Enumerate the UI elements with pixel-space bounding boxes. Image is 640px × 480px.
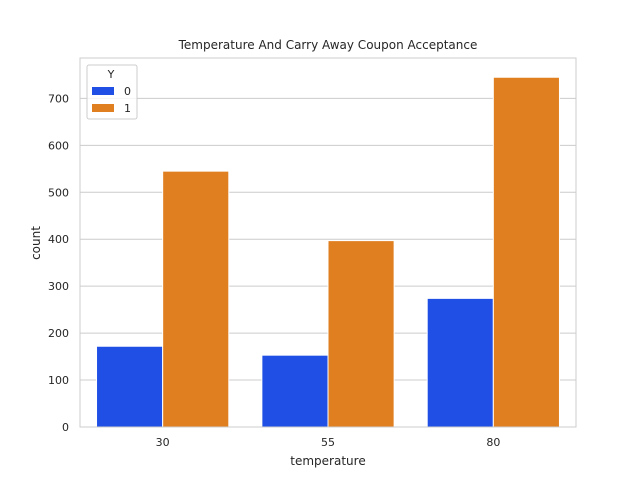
legend: Y 0 1 [86, 64, 138, 120]
bar-30-series-0 [96, 345, 164, 428]
legend-swatch-0 [92, 87, 114, 95]
y-tick-label: 300 [48, 280, 69, 293]
bars [96, 76, 560, 428]
plot-frame [79, 57, 577, 428]
bar-80-series-1 [492, 76, 560, 428]
y-tick-label: 700 [48, 92, 69, 105]
x-tick-labels: 30 55 80 [156, 436, 501, 449]
y-tick-label: 500 [48, 186, 69, 199]
y-tick-label: 200 [48, 327, 69, 340]
legend-title: Y [107, 68, 115, 81]
y-tick-label: 600 [48, 139, 69, 152]
legend-label-1: 1 [124, 102, 131, 115]
x-tick-label: 30 [156, 436, 170, 449]
x-tick-label: 55 [321, 436, 335, 449]
y-tick-label: 100 [48, 374, 69, 387]
chart-title: Temperature And Carry Away Coupon Accept… [178, 38, 478, 52]
bar-55-series-1 [327, 240, 395, 428]
legend-label-0: 0 [124, 85, 131, 98]
x-axis-label: temperature [290, 454, 365, 468]
y-axis-label: count [29, 226, 43, 260]
legend-swatch-1 [92, 104, 114, 112]
x-tick-label: 80 [486, 436, 500, 449]
bar-30-series-1 [162, 170, 230, 428]
y-tick-label: 400 [48, 233, 69, 246]
y-tick-label: 0 [62, 421, 69, 434]
bar-80-series-0 [426, 297, 494, 428]
bar-55-series-0 [261, 354, 329, 428]
y-tick-labels: 0 100 200 300 400 500 600 700 [48, 92, 69, 434]
